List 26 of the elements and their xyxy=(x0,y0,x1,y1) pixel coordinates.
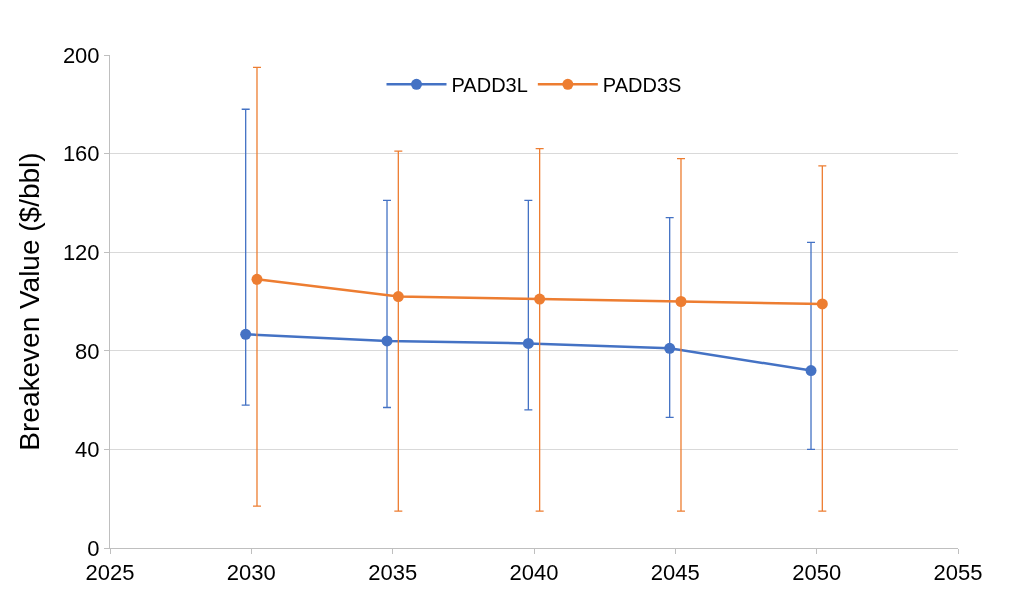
point xyxy=(251,273,263,285)
y-axis-title: Breakeven Value ($/bbl) xyxy=(13,152,45,451)
y-tick-label: 40 xyxy=(75,437,100,463)
point xyxy=(392,291,404,303)
point xyxy=(816,298,828,310)
point xyxy=(381,335,393,347)
x-tick-label: 2030 xyxy=(226,560,276,586)
point xyxy=(664,342,676,354)
point xyxy=(240,328,252,340)
y-tick-label: 0 xyxy=(87,535,100,561)
legend-label: PADD3L xyxy=(451,74,528,97)
y-tick-label: 200 xyxy=(62,42,100,68)
x-tick-label: 2040 xyxy=(509,560,559,586)
x-tick-label: 2045 xyxy=(650,560,700,586)
point xyxy=(534,293,546,305)
point xyxy=(675,296,687,307)
y-tick-label: 120 xyxy=(62,239,100,265)
y-tick-label: 160 xyxy=(62,141,100,167)
point xyxy=(805,365,817,377)
y-tick-label: 80 xyxy=(75,338,100,364)
x-tick-label: 2055 xyxy=(933,560,983,586)
legend-label: PADD3S xyxy=(602,74,682,97)
x-tick-label: 2025 xyxy=(85,560,135,586)
x-tick-label: 2035 xyxy=(368,560,418,586)
point xyxy=(522,337,534,349)
x-tick-label: 2050 xyxy=(792,560,842,586)
